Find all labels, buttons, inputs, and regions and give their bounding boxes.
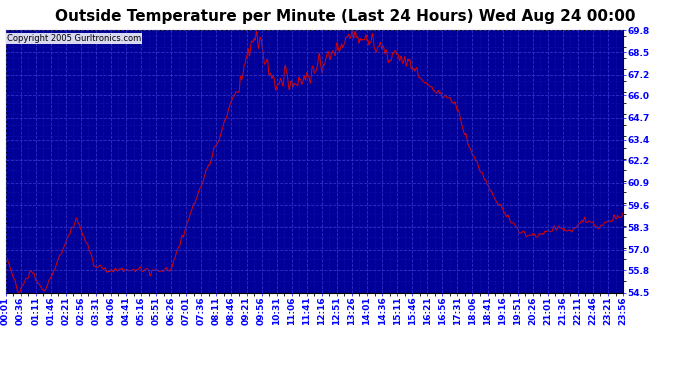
Text: Outside Temperature per Minute (Last 24 Hours) Wed Aug 24 00:00: Outside Temperature per Minute (Last 24 …	[55, 9, 635, 24]
Text: Copyright 2005 Gurltronics.com: Copyright 2005 Gurltronics.com	[7, 34, 141, 43]
